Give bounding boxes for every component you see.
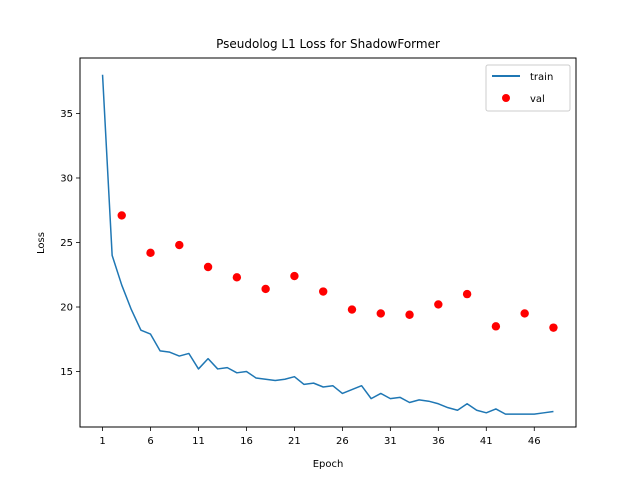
legend-val-swatch xyxy=(502,94,510,102)
val-point xyxy=(491,322,501,331)
val-point xyxy=(290,271,299,281)
x-axis: 1 6 11 16 21 26 31 36 41 46 xyxy=(99,427,541,447)
legend-train-label: train xyxy=(530,72,553,83)
x-tick-label: 36 xyxy=(432,436,445,447)
val-point xyxy=(549,323,558,332)
x-tick-label: 46 xyxy=(528,436,541,447)
y-axis: 15 20 25 30 35 xyxy=(60,109,80,378)
y-axis-label: Loss xyxy=(36,232,47,254)
x-tick-label: 1 xyxy=(99,436,105,447)
val-point xyxy=(146,248,155,258)
y-tick-label: 35 xyxy=(60,109,73,120)
val-point xyxy=(347,305,357,314)
x-tick-label: 41 xyxy=(480,436,493,447)
y-tick-label: 30 xyxy=(60,173,73,184)
train-series-line xyxy=(101,74,554,415)
val-point xyxy=(319,287,328,296)
val-point xyxy=(203,262,213,272)
val-point xyxy=(261,284,270,294)
val-point xyxy=(175,240,184,250)
x-tick-label: 26 xyxy=(336,436,349,447)
x-tick-label: 31 xyxy=(384,436,397,447)
val-point xyxy=(520,309,529,318)
val-point xyxy=(117,211,126,220)
x-tick-label: 11 xyxy=(192,436,205,447)
x-axis-label: Epoch xyxy=(313,459,344,470)
plot-area xyxy=(101,74,558,415)
val-point xyxy=(434,300,443,309)
y-tick-label: 25 xyxy=(60,238,73,249)
legend: train val xyxy=(485,64,571,112)
val-point xyxy=(232,273,242,282)
legend-frame xyxy=(485,64,571,112)
x-tick-label: 21 xyxy=(288,436,301,447)
val-point xyxy=(405,310,414,319)
val-point xyxy=(376,309,385,318)
legend-val-label: val xyxy=(530,94,545,105)
x-tick-label: 16 xyxy=(240,436,253,447)
x-tick-label: 6 xyxy=(147,436,153,447)
chart-title: Pseudolog L1 Loss for ShadowFormer xyxy=(216,37,440,51)
y-tick-label: 20 xyxy=(60,303,73,314)
val-point xyxy=(462,289,472,299)
y-tick-label: 15 xyxy=(60,367,73,378)
